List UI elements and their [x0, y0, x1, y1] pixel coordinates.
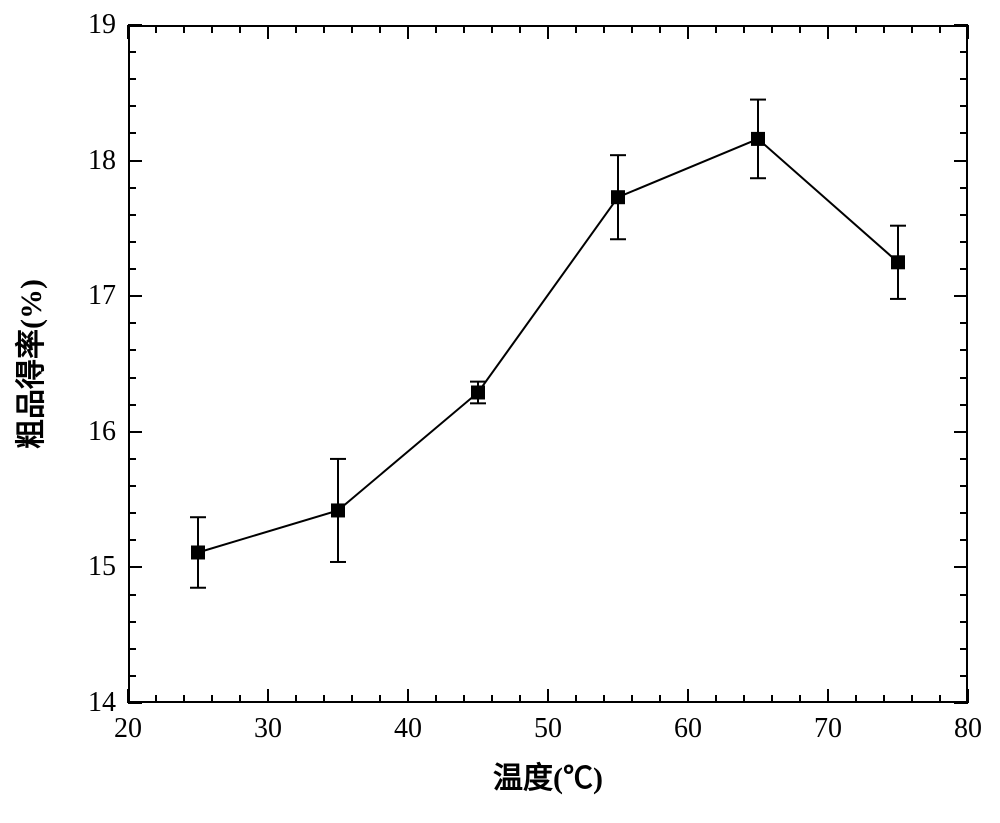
data-point	[330, 459, 346, 562]
data-point	[890, 226, 906, 299]
series-line	[198, 139, 898, 553]
chart-container: 粗品得率(%) 温度(℃) 20304050607080141516171819	[0, 0, 1000, 823]
data-point	[610, 155, 626, 239]
series-layer	[0, 0, 1000, 823]
marker-square-icon	[471, 385, 485, 399]
data-point	[190, 517, 206, 588]
data-point	[750, 100, 766, 179]
marker-square-icon	[191, 545, 205, 559]
marker-square-icon	[751, 132, 765, 146]
marker-square-icon	[331, 503, 345, 517]
marker-square-icon	[891, 255, 905, 269]
marker-square-icon	[611, 190, 625, 204]
